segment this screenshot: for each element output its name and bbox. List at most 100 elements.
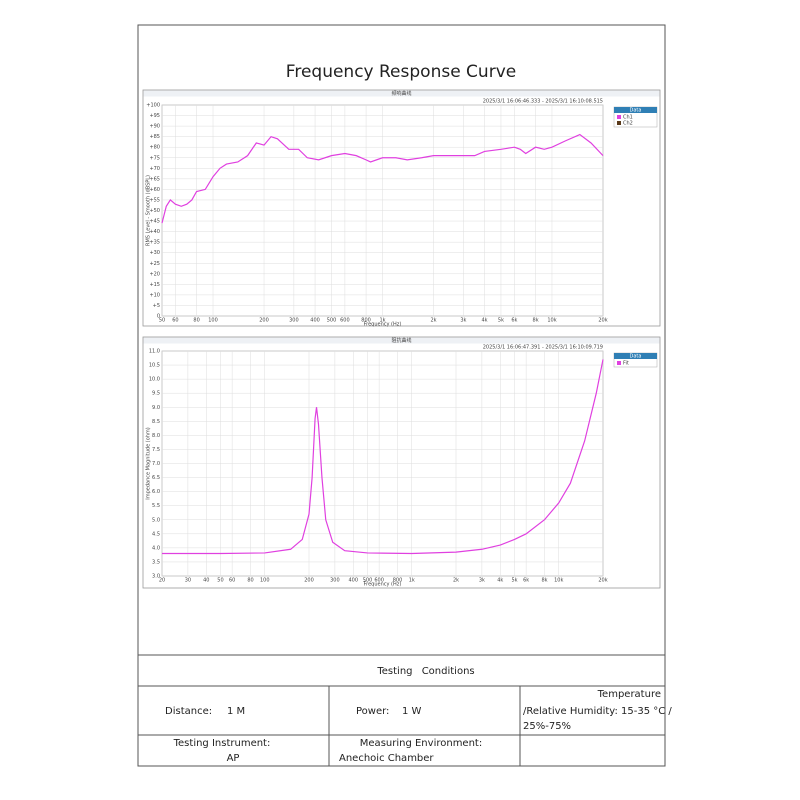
y-tick-label: +15	[149, 282, 160, 288]
x-tick-label: 300	[330, 578, 340, 584]
y-axis-label: Impedance Magnitude (ohm)	[146, 427, 152, 500]
legend-swatch	[617, 115, 621, 119]
x-tick-label: 3k	[460, 318, 466, 324]
conditions-table	[138, 654, 665, 766]
legend-title: Data	[630, 354, 642, 360]
y-axis-label: RMS Level - Smooth (dBSPL)	[146, 175, 152, 246]
legend-label: Ch1	[623, 115, 633, 121]
x-tick-label: 20k	[598, 318, 607, 324]
y-tick-label: +30	[149, 250, 160, 256]
x-tick-label: 8k	[533, 318, 539, 324]
x-tick-label: 400	[310, 318, 320, 324]
y-tick-label: +45	[149, 219, 160, 225]
value: 1 M	[227, 706, 245, 717]
y-tick-label: 3.0	[152, 574, 160, 580]
y-tick-label: +20	[149, 271, 160, 277]
x-tick-label: 10k	[547, 318, 556, 324]
y-tick-label: 5.5	[152, 503, 160, 509]
y-tick-label: +25	[149, 261, 160, 267]
x-tick-label: 1k	[379, 318, 385, 324]
x-tick-label: 60	[229, 578, 235, 584]
x-tick-label: 80	[193, 318, 199, 324]
x-tick-label: 3k	[479, 578, 485, 584]
y-tick-label: 8.0	[152, 433, 160, 439]
x-axis-label: Frequency (Hz)	[364, 582, 402, 588]
x-tick-label: 50	[159, 318, 165, 324]
chart-subtitle: 2025/3/1 16:06:46.333 - 2025/3/1 16:10:0…	[483, 99, 603, 105]
legend-swatch	[617, 121, 621, 125]
y-tick-label: +10	[149, 292, 160, 298]
x-tick-label: 8k	[541, 578, 547, 584]
x-tick-label: 800	[393, 578, 403, 584]
x-tick-label: 20k	[598, 578, 607, 584]
y-tick-label: 10.5	[149, 363, 160, 369]
x-tick-label: 50	[217, 578, 223, 584]
y-tick-label: +65	[149, 176, 160, 182]
y-tick-label: 6.5	[152, 475, 160, 481]
value: 25%-75%	[523, 721, 571, 732]
y-tick-label: 3.5	[152, 559, 160, 565]
x-tick-label: 200	[304, 578, 314, 584]
y-tick-label: +100	[146, 103, 160, 109]
x-tick-label: 6k	[511, 318, 517, 324]
x-tick-label: 1k	[409, 578, 415, 584]
y-tick-label: 8.5	[152, 419, 160, 425]
y-tick-label: 0	[157, 314, 160, 320]
legend-header	[614, 353, 657, 359]
x-tick-label: 600	[340, 318, 350, 324]
y-tick-label: 9.5	[152, 391, 160, 397]
y-tick-label: +95	[149, 113, 160, 119]
value: 1 W	[402, 706, 422, 717]
x-tick-label: 4k	[481, 318, 487, 324]
y-tick-label: +50	[149, 208, 160, 214]
x-tick-label: 10k	[554, 578, 563, 584]
label: Distance:	[165, 706, 212, 717]
x-tick-label: 5k	[498, 318, 504, 324]
x-tick-label: 500	[363, 578, 373, 584]
label: Testing Instrument:	[173, 738, 271, 749]
y-tick-label: +80	[149, 145, 160, 151]
panel-header	[143, 337, 660, 344]
y-tick-label: 5.0	[152, 517, 160, 523]
x-tick-label: 20	[159, 578, 165, 584]
x-axis-label: Frequency (Hz)	[364, 322, 402, 328]
value: Anechoic Chamber	[339, 753, 434, 764]
x-tick-label: 2k	[430, 318, 436, 324]
y-tick-label: +5	[153, 303, 160, 309]
x-tick-label: 300	[289, 318, 299, 324]
y-tick-label: 6.0	[152, 489, 160, 495]
y-tick-label: +90	[149, 124, 160, 130]
x-tick-label: 40	[203, 578, 209, 584]
x-tick-label: 400	[348, 578, 358, 584]
y-tick-label: +35	[149, 240, 160, 246]
y-tick-label: +60	[149, 187, 160, 193]
legend-label: Fit	[623, 361, 629, 367]
x-tick-label: 5k	[511, 578, 517, 584]
chart-subtitle: 2025/3/1 16:06:47.391 - 2025/3/1 16:10:0…	[483, 345, 603, 351]
data-line	[162, 359, 604, 555]
x-tick-label: 30	[185, 578, 191, 584]
x-tick-label: 800	[361, 318, 371, 324]
y-tick-label: 7.5	[152, 447, 160, 453]
x-tick-label: 6k	[523, 578, 529, 584]
y-tick-label: 9.0	[152, 405, 160, 411]
y-tick-label: +85	[149, 134, 160, 140]
x-tick-label: 600	[374, 578, 384, 584]
value: Temperature	[597, 689, 661, 700]
x-tick-label: 100	[208, 318, 218, 324]
y-tick-label: 10.0	[149, 377, 160, 383]
chart-title: 频响曲线	[391, 90, 411, 97]
legend-header	[614, 107, 657, 113]
y-tick-label: 4.0	[152, 545, 160, 551]
x-tick-label: 60	[172, 318, 178, 324]
y-tick-label: +70	[149, 166, 160, 172]
x-tick-label: 500	[327, 318, 337, 324]
value: AP	[227, 753, 240, 764]
value: /Relative Humidity: 15-35 °C /	[523, 706, 672, 717]
conditions-heading: Testing Conditions	[376, 666, 474, 677]
y-tick-label: 4.5	[152, 531, 160, 537]
x-tick-label: 4k	[497, 578, 503, 584]
data-line	[161, 133, 604, 224]
y-tick-label: +75	[149, 155, 160, 161]
legend-title: Data	[630, 108, 642, 114]
